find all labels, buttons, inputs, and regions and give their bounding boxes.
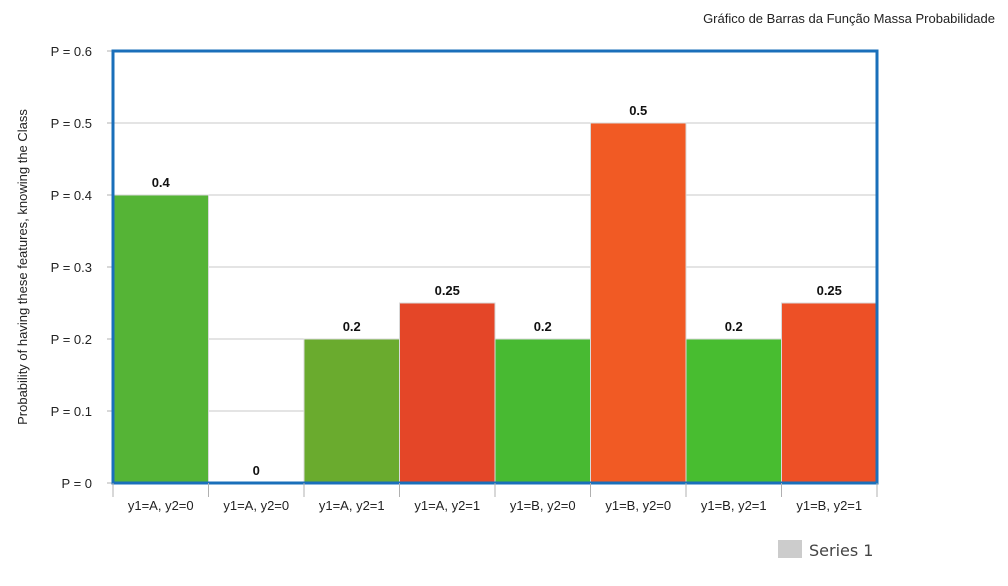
y-axis-label: Probability of having these features, kn…: [15, 109, 30, 425]
x-tick-label: y1=B, y2=0: [605, 498, 671, 513]
y-tick-label: P = 0.3: [51, 260, 92, 275]
legend-swatch-series-1[interactable]: [778, 540, 802, 558]
y-tick-label: P = 0.2: [51, 332, 92, 347]
x-tick-label: y1=A, y2=0: [128, 498, 194, 513]
data-label: 0.4: [152, 175, 171, 190]
bar: [303, 338, 400, 484]
bar: [685, 338, 782, 484]
y-tick-label: P = 0: [62, 476, 92, 491]
x-tick-label: y1=B, y2=0: [510, 498, 576, 513]
data-label: 0.2: [534, 319, 552, 334]
bar: [781, 302, 878, 484]
data-label: 0.25: [435, 283, 460, 298]
bar: [112, 194, 209, 484]
y-tick-label: P = 0.1: [51, 404, 92, 419]
bars: [112, 122, 878, 484]
y-tick-label: P = 0.5: [51, 116, 92, 131]
data-label: 0: [253, 463, 260, 478]
x-tick-label: y1=B, y2=1: [796, 498, 862, 513]
legend[interactable]: Series 1: [778, 540, 873, 560]
x-tick-label: y1=A, y2=1: [319, 498, 385, 513]
data-label: 0.2: [343, 319, 361, 334]
x-tick-label: y1=B, y2=1: [701, 498, 767, 513]
data-labels: 0.4 0 0.2 0.25 0.2 0.5 0.2 0.25: [152, 103, 842, 478]
bar: [399, 302, 496, 484]
data-label: 0.5: [629, 103, 647, 118]
y-tick-label: P = 0.4: [51, 188, 92, 203]
bar: [590, 122, 687, 484]
x-axis: y1=A, y2=0 y1=A, y2=0 y1=A, y2=1 y1=A, y2=1…: [112, 483, 878, 513]
chart-title: Gráfico de Barras da Função Massa Probab…: [703, 11, 995, 26]
data-label: 0.2: [725, 319, 743, 334]
legend-label-series-1[interactable]: Series 1: [809, 541, 873, 560]
x-tick-label: y1=A, y2=1: [414, 498, 480, 513]
x-tick-label: y1=A, y2=0: [223, 498, 289, 513]
data-label: 0.25: [817, 283, 842, 298]
y-axis-ticks: P = 0 P = 0.1 P = 0.2 P = 0.3 P = 0.4 P = 0.5…: [51, 44, 113, 491]
bar: [494, 338, 591, 484]
y-tick-label: P = 0.6: [51, 44, 92, 59]
